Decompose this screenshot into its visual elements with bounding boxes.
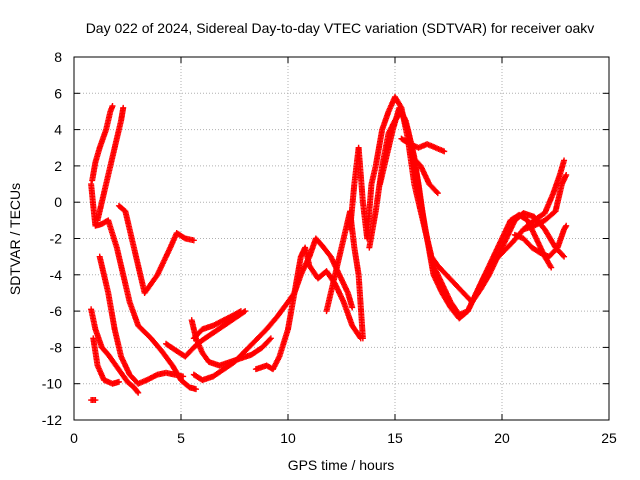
series-sat-t: [520, 171, 570, 233]
data-point-marker: [237, 308, 244, 315]
data-point-marker: [267, 335, 274, 342]
series-sat-b: [89, 103, 116, 184]
y-tick-label: -6: [50, 303, 63, 319]
series-sat-d: [115, 202, 197, 296]
chart-title: Day 022 of 2024, Sidereal Day-to-day VTE…: [86, 20, 595, 36]
data-point-marker: [548, 264, 555, 271]
y-tick-label: -12: [42, 412, 62, 428]
x-tick-label: 10: [280, 430, 296, 446]
data-point-marker: [349, 304, 356, 311]
series-sat-h: [88, 397, 99, 404]
x-tick-label: 20: [494, 430, 510, 446]
data-point-marker: [109, 103, 116, 110]
data-point-marker: [563, 222, 570, 229]
series-sat-m: [252, 244, 364, 373]
y-tick-label: -10: [42, 376, 62, 392]
series-sat-c: [94, 104, 127, 224]
series-sat-f: [96, 253, 187, 387]
series-sat-e: [88, 306, 142, 396]
x-tick-label: 0: [70, 430, 78, 446]
y-axis-label: SDTVAR / TECUs: [7, 183, 23, 295]
data-layer: [88, 93, 570, 404]
data-point-marker: [236, 308, 243, 315]
data-point-marker: [120, 104, 127, 111]
data-point-marker: [266, 336, 273, 343]
series-sat-r: [398, 135, 448, 155]
series-sat-g: [90, 335, 122, 387]
y-tick-label: 2: [54, 158, 62, 174]
data-point-marker: [559, 252, 566, 259]
series-sat-s: [409, 153, 441, 197]
x-tick-label: 25: [601, 430, 617, 446]
data-point-marker: [563, 171, 570, 178]
y-tick-label: -2: [50, 231, 63, 247]
x-tick-label: 15: [387, 430, 403, 446]
data-point-marker: [561, 253, 568, 260]
data-point-marker: [180, 373, 187, 380]
data-point-marker: [134, 388, 141, 395]
x-tick-label: 5: [177, 430, 185, 446]
series-sat-q: [377, 104, 568, 306]
data-point-marker: [441, 148, 448, 155]
data-point-marker: [92, 397, 99, 404]
data-point-marker: [433, 188, 440, 195]
y-tick-label: 8: [54, 49, 62, 65]
y-tick-label: -8: [50, 339, 63, 355]
series-sat-a: [88, 181, 199, 393]
series-sat-l: [190, 308, 244, 342]
data-point-marker: [562, 224, 569, 231]
data-point-marker: [359, 335, 366, 342]
y-tick-label: -4: [50, 267, 63, 283]
tick-layer: 0 5 10 15 20 25 -12 -10 -8 -6 -4 -2 0 2 4 6 8: [42, 49, 617, 446]
y-tick-label: 6: [54, 85, 62, 101]
series-sat-u: [511, 222, 570, 260]
data-point-marker: [434, 190, 441, 197]
y-tick-label: 0: [54, 194, 62, 210]
data-point-marker: [135, 389, 142, 396]
x-axis-label: GPS time / hours: [288, 457, 395, 473]
data-point-marker: [115, 378, 122, 385]
data-point-marker: [190, 237, 197, 244]
y-tick-label: 4: [54, 122, 62, 138]
data-point-marker: [192, 386, 199, 393]
data-point-marker: [561, 157, 568, 164]
